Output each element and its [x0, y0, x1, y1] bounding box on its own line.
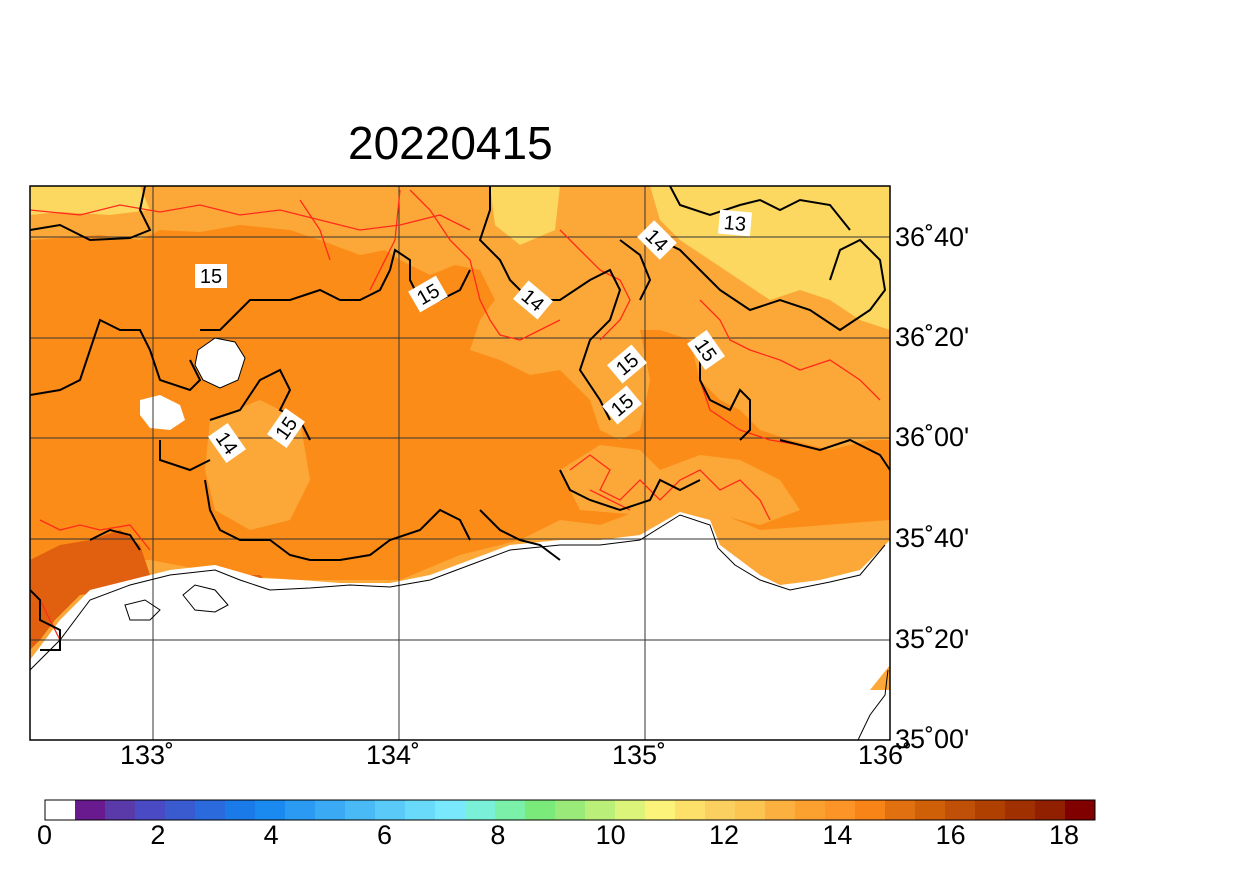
colorbar-swatch: [645, 800, 676, 820]
lon-label-135: 135˚: [612, 740, 667, 770]
colorbar-swatch: [705, 800, 736, 820]
map-field: [30, 186, 890, 740]
southeast-patch: [870, 665, 890, 690]
colorbar-swatch: [315, 800, 346, 820]
colorbar: [44, 799, 1096, 821]
colorbar-swatch: [255, 800, 286, 820]
colorbar-swatch: [345, 800, 376, 820]
colorbar-swatch: [975, 800, 1006, 820]
colorbar-swatch: [1035, 800, 1066, 820]
colorbar-swatch: [585, 800, 616, 820]
lat-label-36-20: 36˚20': [895, 322, 970, 352]
colorbar-swatch: [105, 800, 136, 820]
colorbar-tick-label: 8: [490, 820, 506, 850]
colorbar-tick-label: 14: [822, 820, 853, 850]
colorbar-tick-label: 0: [37, 820, 53, 850]
lon-label-136: 136˚: [858, 740, 913, 770]
ocean-inlet: [140, 395, 185, 430]
lake: [195, 338, 245, 388]
grid: [30, 186, 890, 740]
colorbar-swatch: [375, 800, 406, 820]
colorbar-swatch: [675, 800, 706, 820]
colorbar-swatch: [525, 800, 556, 820]
contour-label-8: 15: [266, 408, 306, 448]
colorbar-swatch: [795, 800, 826, 820]
colorbar-swatch: [75, 800, 106, 820]
ocean: [30, 512, 890, 740]
colorbar-swatch: [735, 800, 766, 820]
colorbar-swatch: [825, 800, 856, 820]
colorbar-swatch: [225, 800, 256, 820]
lat-label-36-40: 36˚40': [895, 222, 970, 252]
colorbar-swatch: [495, 800, 526, 820]
field-level-13-small: [490, 186, 560, 245]
colorbar-swatch: [615, 800, 646, 820]
colorbar-swatch: [555, 800, 586, 820]
colorbar-swatch: [165, 800, 196, 820]
svg-text:13: 13: [723, 212, 747, 236]
map-frame: [29, 185, 891, 741]
lat-label-35-40: 35˚40': [895, 523, 970, 553]
svg-text:15: 15: [200, 266, 222, 288]
lat-label-36-00: 36˚00': [895, 422, 970, 452]
chart-title: 20220415: [348, 117, 553, 169]
colorbar-swatch: [465, 800, 496, 820]
colorbar-swatch: [435, 800, 466, 820]
lat-label-35-20: 35˚20': [895, 624, 970, 654]
colorbar-swatch: [765, 800, 796, 820]
field-level-13: [650, 186, 890, 330]
contour-label-1: 15: [195, 264, 227, 288]
colorbar-swatch: [405, 800, 436, 820]
colorbar-swatch: [915, 800, 946, 820]
colorbar-tick-label: 6: [377, 820, 393, 850]
field-level-13-nw: [30, 186, 150, 215]
colorbar-tick-label: 16: [935, 820, 966, 850]
colorbar-swatch: [945, 800, 976, 820]
coastline: [30, 337, 889, 740]
lon-label-133: 133˚: [120, 740, 175, 770]
colorbar-swatch: [45, 800, 76, 820]
colorbar-tick-label: 2: [150, 820, 166, 850]
colorbar-swatch: [135, 800, 166, 820]
contours-minor: [30, 189, 881, 641]
colorbar-tick-label: 10: [595, 820, 626, 850]
colorbar-swatch: [855, 800, 886, 820]
colorbar-swatch: [285, 800, 316, 820]
colorbar-swatch: [1065, 800, 1096, 820]
contour-label-10: 13: [718, 209, 752, 237]
colorbar-swatch: [1005, 800, 1036, 820]
lat-label-35-00: 35˚00': [895, 724, 970, 754]
lon-label-134: 134˚: [366, 740, 421, 770]
colorbar-tick-label: 12: [709, 820, 740, 850]
colorbar-tick-label: 18: [1049, 820, 1080, 850]
colorbar-tick-label: 4: [263, 820, 279, 850]
colorbar-swatch: [885, 800, 916, 820]
colorbar-swatch: [195, 800, 226, 820]
colorbar-frame: [44, 799, 1096, 821]
